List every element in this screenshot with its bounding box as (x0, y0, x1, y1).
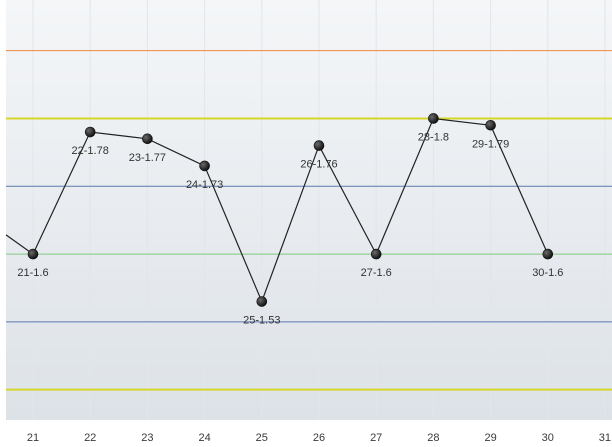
data-point (27, 248, 39, 260)
plot-background (6, 0, 612, 420)
data-point (256, 296, 268, 307)
point-label: 22-1.78 (72, 145, 109, 157)
data-point (84, 126, 96, 138)
x-axis: 21 22 23 24 25 26 27 28 29 30 31 (27, 432, 611, 444)
grid-lines (32, 0, 606, 420)
point-label: 21-1.6 (17, 267, 48, 279)
reference-lines (6, 50, 612, 391)
data-point (199, 160, 210, 172)
x-tick-label: 26 (313, 432, 325, 444)
x-tick-label: 31 (599, 432, 611, 444)
x-tick-label: 22 (84, 432, 96, 444)
point-label: 28-1.8 (418, 131, 449, 143)
data-series (5, 113, 554, 307)
x-tick-label: 30 (542, 432, 554, 444)
x-tick-label: 25 (256, 432, 268, 444)
point-label: 24-1.73 (186, 179, 223, 191)
x-tick-label: 21 (27, 432, 39, 444)
point-label: 30-1.6 (532, 267, 563, 279)
point-label: 29-1.79 (472, 138, 509, 150)
x-tick-label: 23 (141, 432, 153, 444)
point-label: 27-1.6 (361, 267, 392, 279)
data-point (542, 248, 554, 260)
data-point (142, 133, 153, 145)
data-point (370, 248, 382, 260)
x-tick-label: 28 (427, 432, 439, 444)
x-tick-label: 29 (484, 432, 496, 444)
data-point (313, 140, 325, 151)
x-tick-label: 27 (370, 432, 382, 444)
point-label: 26-1.76 (300, 159, 337, 171)
x-tick-label: 24 (198, 432, 210, 444)
point-labels: 21-1.6 22-1.78 23-1.77 24-1.73 25-1.53 26-1.7… (17, 131, 563, 326)
data-point (485, 119, 496, 131)
data-point (428, 113, 439, 124)
point-label: 25-1.53 (243, 315, 280, 327)
point-label: 23-1.77 (129, 152, 166, 164)
